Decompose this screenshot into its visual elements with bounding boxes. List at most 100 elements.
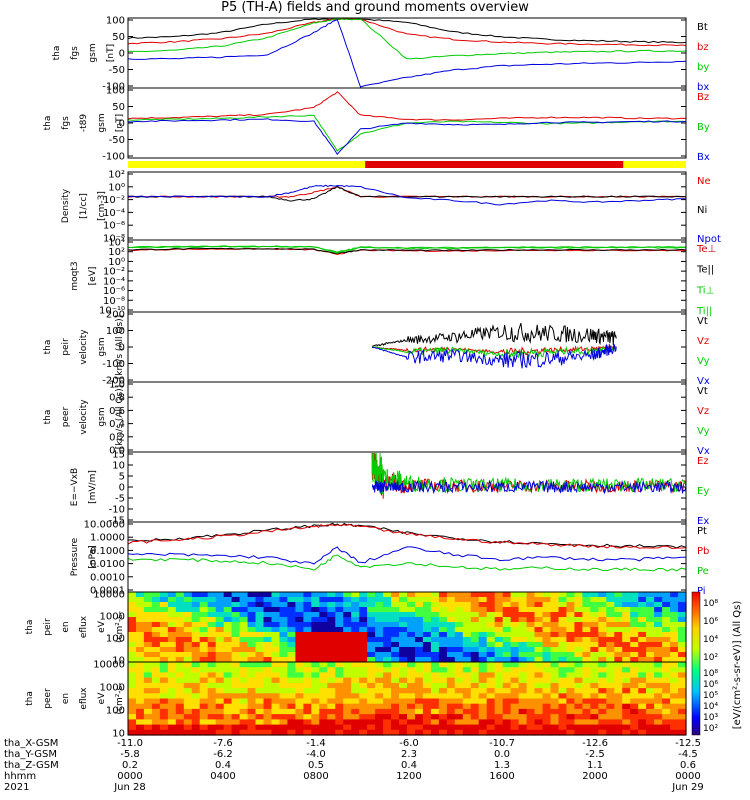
spectrogram-cell [462,632,472,638]
legend-entry: Ti⊥ [696,285,714,296]
spectrogram-cell [136,652,145,658]
y-axis-label: Pressure [nPa] [70,537,98,576]
spectrogram-cell [167,617,177,623]
spectrogram-cell [566,672,575,679]
spectrogram-cell [662,607,671,613]
spectrogram-cell [494,672,504,679]
spectrogram-cell [566,657,575,663]
spectrogram-cell [295,647,304,653]
footer-value: 0.4 [401,760,417,771]
spectrogram [128,592,687,663]
y-tick-label: 200 [106,310,125,321]
spectrogram-cell [494,607,504,613]
spectrogram-cell [343,607,352,613]
spectrogram-cell [279,617,289,623]
spectrogram-cell [494,642,504,648]
spectrogram-cell [606,617,615,623]
y-axis-label-line: Density [61,188,71,223]
spectrogram-cell [462,617,472,623]
spectrogram-cell [136,708,145,715]
spectrogram-cell [518,617,528,623]
spectrogram-cell [255,612,265,618]
spectrogram-cell [128,612,137,618]
spectrogram-cell [438,719,448,726]
y-axis-label-line: en [61,621,71,632]
spectrogram-cell [566,632,575,638]
spectrogram-cell [399,642,408,648]
spectrogram-cell [183,627,193,633]
spectrogram-cell [678,592,687,598]
spectrogram-cell [550,592,560,598]
spectrogram-cell [303,714,312,720]
y-tick-label: 0.0 [109,446,125,457]
footer-value: -10.7 [489,738,515,749]
y-tick-label: 1000 [100,612,125,623]
spectrogram-cell [391,632,400,638]
series-Bx [128,118,687,156]
spectrogram-cell [510,677,520,684]
spectrogram-cell [311,637,320,643]
spectrogram-cell [167,607,177,613]
spectrogram-cell [136,632,145,638]
spectrogram-cell [343,642,352,648]
legend-entry: Bx [697,152,710,163]
spectrogram-cell [614,647,623,653]
spectrogram-cell [319,724,328,731]
spectrogram-cell [534,597,544,603]
spectrogram-cell [670,617,679,623]
spectrogram-cell [311,627,320,633]
series-Pt [127,522,687,549]
spectrogram-cell [470,612,480,618]
spectrogram-cell [279,657,289,663]
spectrogram-cell [223,682,233,689]
spectrogram-cell [335,647,344,653]
y-axis-label-line: [mV/m] [88,470,98,504]
spectrogram-cell [271,677,281,684]
spectrogram-cell [662,719,671,726]
spectrogram-cell [558,693,568,700]
spectrogram-cell [446,642,456,648]
spectrogram-cell [255,652,265,658]
spectrogram-cell [223,703,233,710]
y-tick-label: -15 [109,516,125,527]
spectrogram-cell [279,672,289,679]
spectrogram-cell [271,703,281,710]
spectrogram-cell [383,667,392,673]
spectrogram-cell [151,617,161,623]
spectrogram-cell [239,612,249,618]
spectrogram-cell [606,682,615,689]
spectrogram-cell [136,719,145,726]
spectrogram-cell [207,642,217,648]
spectrogram-cell [159,607,169,613]
spectrogram-cell [486,627,496,633]
spectrogram-cell [255,729,265,736]
spectrogram-cell [167,703,177,710]
spectrogram-cell [199,662,209,668]
spectrogram-cell [446,682,456,689]
spectrogram-cell [510,597,520,603]
spectrogram-cell [430,677,440,684]
spectrogram-cell [407,632,416,638]
spectrogram-cell [136,688,145,694]
spectrogram-cell [550,729,560,736]
spectrogram-cell [438,708,448,715]
spectrogram-cell [582,708,591,715]
spectrogram-cell [287,617,296,623]
spectrogram-cell [128,693,137,700]
spectrogram-cell [550,637,560,643]
spectrogram-cell [239,729,249,736]
spectrogram-cell [335,677,344,684]
spectrogram-cell [263,592,273,598]
spectrogram-cell [646,592,655,598]
spectrogram-cell [223,607,233,613]
spectrogram-cell [678,607,687,613]
spectrogram-cell [662,602,671,608]
spectrogram-cell [622,693,631,700]
spectrogram-cell [319,592,328,598]
spectrogram-cell [574,592,583,598]
spectrogram-cell [199,693,209,700]
footer-value: 0400 [210,771,236,782]
spectrogram-cell [662,698,671,705]
spectrogram-cell [319,682,328,689]
spectrogram-cell [622,617,631,623]
